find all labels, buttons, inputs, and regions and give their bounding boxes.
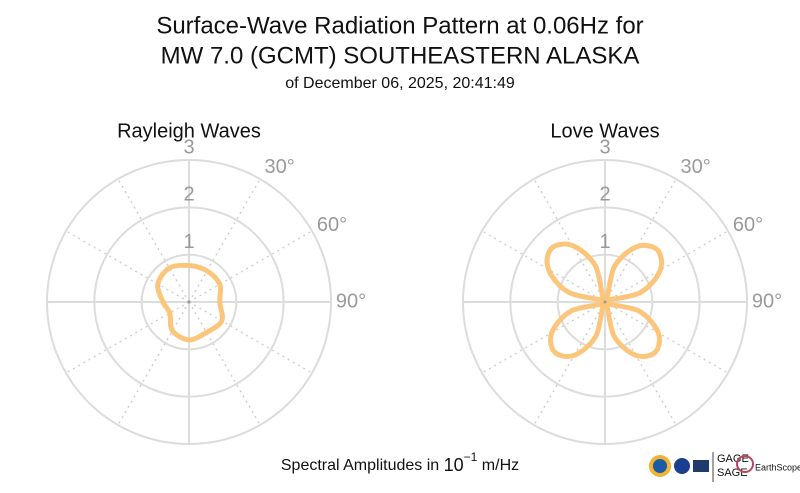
subtitle: of December 06, 2025, 20:41:49 [285,75,515,92]
logo-text: EarthScope [755,462,800,472]
theta-tick-label: 90° [752,290,782,312]
theta-grid-line [604,301,729,374]
r-grid-ring [93,206,285,398]
theta-grid-line [481,230,606,303]
logo-nasa [674,458,690,474]
r-tick-label: 2 [183,184,194,206]
theta-grid-line [604,301,677,426]
footer-prefix: Spectral Amplitudes in [281,457,444,474]
theta-tick-label: 60° [733,214,763,236]
r-grid-ring [46,159,332,445]
center-dot [603,300,607,304]
logo-usgs [693,460,709,472]
theta-grid-line [533,178,606,303]
title-line: Surface-Wave Radiation Pattern at 0.06Hz… [156,12,643,39]
theta-grid-line [604,178,677,303]
r-tick-label: 3 [599,136,610,158]
logo-text: SAGE [717,467,748,479]
theta-tick-label: 30° [680,156,710,178]
theta-tick-label: 90° [336,290,366,312]
theta-grid-line [188,178,261,303]
title-line: MW 7.0 (GCMT) SOUTHEASTERN ALASKA [161,42,640,69]
center-dot [187,300,191,304]
logo-text: GAGE [717,453,749,465]
footer-unit: m/Hz [477,457,519,474]
chart-title: Love Waves [550,120,659,142]
r-grid-ring [462,159,748,445]
theta-grid-line [117,178,190,303]
r-tick-label: 2 [599,184,610,206]
theta-grid-line [188,301,313,374]
r-grid-ring [509,206,701,398]
radiation-curve [155,262,225,343]
theta-grid-line [604,230,729,303]
theta-tick-label: 60° [317,214,347,236]
theta-grid-line [533,301,606,426]
chart-title: Rayleigh Waves [117,120,261,142]
theta-grid-line [188,230,313,303]
footer-base: 10 [444,455,464,475]
theta-grid-line [117,301,190,426]
theta-grid-line [481,301,606,374]
logo-earthscope [736,455,754,473]
r-tick-label: 1 [183,231,194,253]
r-tick-label: 1 [599,231,610,253]
footer-exponent: −1 [464,450,478,464]
footer: Spectral Amplitudes in 10−1 m/Hz [281,450,519,475]
theta-tick-label: 30° [264,156,294,178]
logos: GAGE SAGE EarthScope [649,452,800,482]
r-tick-label: 3 [183,136,194,158]
logo-nsf-inner [653,459,667,473]
r-grid-ring [140,253,238,351]
r-grid-ring [556,253,654,351]
charts: Rayleigh Waves 1 2 3 30° 60° 90° Love Waves 1 2 3 3… [46,120,782,445]
